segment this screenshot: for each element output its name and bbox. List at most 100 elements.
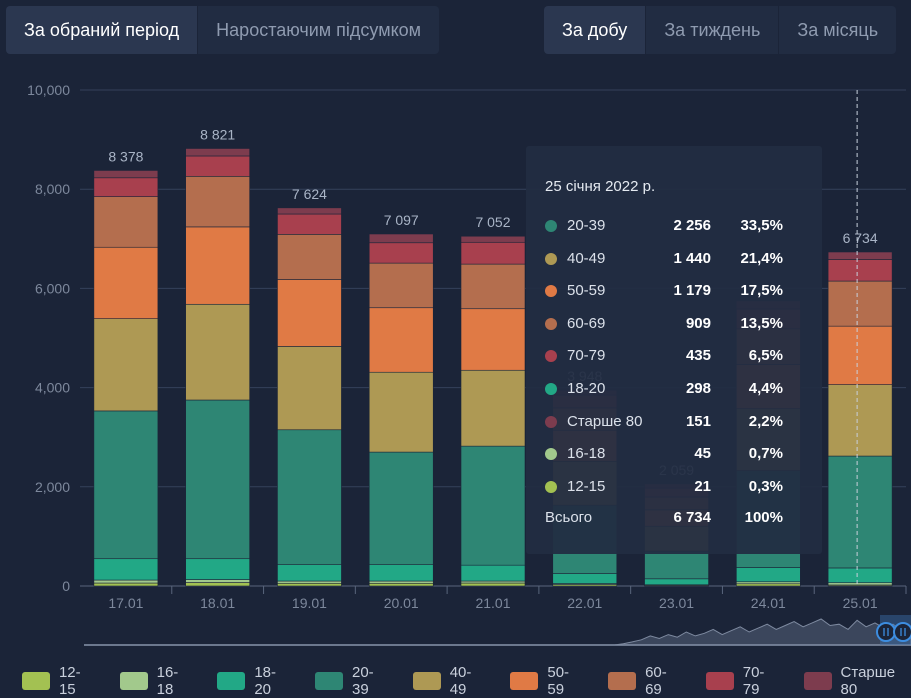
tooltip-row-pct: 21,4%: [740, 250, 783, 267]
legend-item[interactable]: 12-15: [22, 664, 95, 698]
x-tick-label: 19.01: [292, 595, 327, 611]
x-tick-label: 17.01: [108, 595, 143, 611]
bar-segment: [277, 234, 341, 279]
bar-segment: [94, 319, 158, 411]
navigator-handle[interactable]: [877, 623, 895, 641]
y-tick-label: 2,000: [35, 479, 70, 495]
tooltip-total-value: 6 734: [673, 509, 711, 526]
bar-segment: [94, 197, 158, 248]
legend-item[interactable]: 20-39: [315, 664, 388, 698]
bar-segment: [369, 243, 433, 263]
tooltip-title: 25 січня 2022 р.: [545, 178, 655, 195]
tooltip-row-value: 1 179: [673, 282, 711, 299]
tooltip-row-pct: 0,3%: [749, 478, 783, 495]
legend-item[interactable]: 50-59: [510, 664, 583, 698]
legend-label: 70-79: [743, 664, 779, 698]
bar-segment: [553, 574, 617, 584]
bar-segment: [828, 583, 892, 585]
series-dot-icon: [545, 383, 557, 395]
legend-swatch: [510, 672, 538, 690]
tooltip-row-pct: 17,5%: [740, 282, 783, 299]
legend-item[interactable]: 16-18: [120, 664, 193, 698]
tooltip-row-label: 18-20: [567, 380, 605, 397]
bar-segment: [369, 263, 433, 308]
bar-segment: [369, 308, 433, 372]
tooltip-row-pct: 2,2%: [749, 413, 783, 430]
tooltip-row-label: 40-49: [567, 250, 605, 267]
legend-label: 20-39: [352, 664, 388, 698]
tooltip-row-label: Старше 80: [567, 413, 642, 430]
bar-segment: [461, 583, 525, 586]
series-dot-icon: [545, 350, 557, 362]
x-tick-label: 18.01: [200, 595, 235, 611]
bar-segment: [186, 559, 250, 580]
series-dot-icon: [545, 481, 557, 493]
bar-segment: [828, 326, 892, 384]
y-tick-label: 0: [62, 578, 70, 594]
bar-segment: [369, 565, 433, 581]
legend-label: 40-49: [450, 664, 486, 698]
tooltip-row-value: 1 440: [673, 250, 711, 267]
navigator-handle[interactable]: [894, 623, 911, 641]
bar-segment: [277, 214, 341, 234]
bar-segment: [369, 452, 433, 565]
tooltip-total-pct: 100%: [745, 509, 783, 526]
series-dot-icon: [545, 253, 557, 265]
bar-segment: [186, 148, 250, 155]
bar-segment: [828, 259, 892, 281]
x-tick-label: 22.01: [567, 595, 602, 611]
bar-segment: [461, 370, 525, 446]
legend-swatch: [22, 672, 50, 690]
bar-segment: [461, 565, 525, 581]
legend-swatch: [217, 672, 245, 690]
legend-swatch: [413, 672, 441, 690]
bar-segment: [461, 446, 525, 565]
tooltip-row-label: 12-15: [567, 478, 605, 495]
tooltip-row-value: 298: [686, 380, 711, 397]
bar-segment: [828, 456, 892, 568]
bar-segment: [94, 559, 158, 580]
bar-segment: [94, 583, 158, 586]
legend-item[interactable]: 40-49: [413, 664, 486, 698]
legend-item[interactable]: 60-69: [608, 664, 681, 698]
y-tick-label: 6,000: [35, 280, 70, 296]
tooltip-row-label: 60-69: [567, 315, 605, 332]
bar-total-label: 8 821: [200, 126, 235, 142]
series-dot-icon: [545, 416, 557, 428]
bar-segment: [94, 247, 158, 318]
bar-segment: [277, 581, 341, 583]
bar-segment: [186, 580, 250, 583]
bar-segment: [277, 208, 341, 214]
tooltip-total-row: Всього 6 734 100%: [545, 508, 807, 528]
bar-total-label: 7 097: [384, 212, 419, 228]
legend-swatch: [706, 672, 734, 690]
x-tick-label: 21.01: [475, 595, 510, 611]
bar-segment: [186, 400, 250, 559]
legend-label: 16-18: [157, 664, 193, 698]
x-tick-label: 23.01: [659, 595, 694, 611]
legend-item[interactable]: 18-20: [217, 664, 290, 698]
y-tick-label: 10,000: [27, 82, 70, 98]
bar-segment: [461, 236, 525, 242]
bar-segment: [277, 346, 341, 429]
bar-segment: [736, 584, 800, 586]
bar-segment: [277, 565, 341, 581]
series-dot-icon: [545, 318, 557, 330]
bar-segment: [461, 242, 525, 264]
tooltip-row-label: 16-18: [567, 445, 605, 462]
legend-item[interactable]: 70-79: [706, 664, 779, 698]
tooltip-row-pct: 6,5%: [749, 347, 783, 364]
series-dot-icon: [545, 285, 557, 297]
bar-segment: [186, 176, 250, 227]
legend-item[interactable]: Старше 80: [804, 664, 911, 698]
legend-label: Старше 80: [841, 664, 911, 698]
bar-segment: [186, 227, 250, 304]
tooltip-row-label: 50-59: [567, 282, 605, 299]
